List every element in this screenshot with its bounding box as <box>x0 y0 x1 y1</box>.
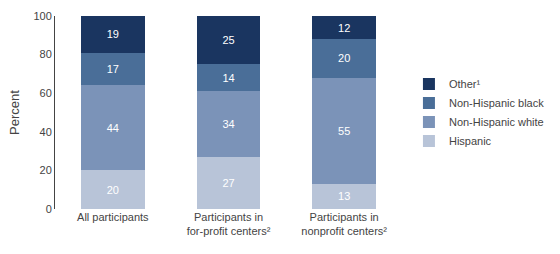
svg-text:17: 17 <box>107 63 119 75</box>
svg-text:Percent: Percent <box>7 90 22 135</box>
svg-text:Non-Hispanic white: Non-Hispanic white <box>449 116 544 128</box>
svg-text:34: 34 <box>222 118 234 130</box>
svg-text:25: 25 <box>222 34 234 46</box>
svg-text:All participants: All participants <box>77 211 149 223</box>
svg-text:13: 13 <box>338 190 350 202</box>
svg-text:0: 0 <box>46 203 52 215</box>
svg-text:27: 27 <box>222 177 234 189</box>
svg-text:55: 55 <box>338 125 350 137</box>
svg-text:Non-Hispanic black: Non-Hispanic black <box>449 97 544 109</box>
svg-text:Participants infor-profit cent: Participants infor-profit centers² <box>187 211 271 237</box>
svg-text:60: 60 <box>40 87 52 99</box>
svg-text:Other¹: Other¹ <box>449 78 481 90</box>
svg-text:12: 12 <box>338 22 350 34</box>
svg-text:19: 19 <box>107 28 119 40</box>
svg-text:Participants innonprofit cente: Participants innonprofit centers² <box>301 211 387 237</box>
svg-text:20: 20 <box>107 184 119 196</box>
svg-text:40: 40 <box>40 126 52 138</box>
svg-text:Hispanic: Hispanic <box>449 135 492 147</box>
svg-text:20: 20 <box>338 52 350 64</box>
svg-text:80: 80 <box>40 48 52 60</box>
svg-text:14: 14 <box>222 72 234 84</box>
svg-text:100: 100 <box>33 10 51 22</box>
svg-text:20: 20 <box>40 164 52 176</box>
svg-text:44: 44 <box>107 122 119 134</box>
